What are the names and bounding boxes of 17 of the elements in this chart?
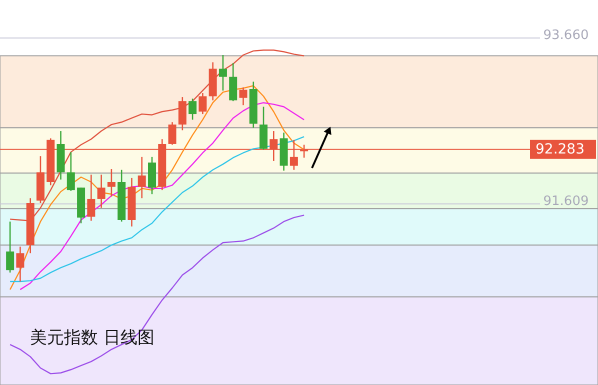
- candlestick: [198, 92, 207, 115]
- candlestick: [16, 246, 24, 282]
- candlestick: [229, 62, 238, 102]
- candlestick: [138, 156, 146, 199]
- candlestick: [178, 96, 186, 131]
- candlestick: [97, 174, 106, 209]
- ref-line-label: 91.609: [543, 194, 589, 209]
- candlestick: [87, 174, 96, 222]
- candlestick: [218, 54, 227, 92]
- ref-line-label: 93.660: [543, 28, 589, 44]
- candlestick: [239, 86, 248, 106]
- candlestick: [168, 121, 176, 146]
- candlestick: [6, 220, 14, 274]
- ref-line-label: 92.283: [536, 141, 584, 158]
- candlestick: [66, 151, 75, 192]
- candlestick: [107, 168, 116, 198]
- candlestick: [188, 98, 197, 120]
